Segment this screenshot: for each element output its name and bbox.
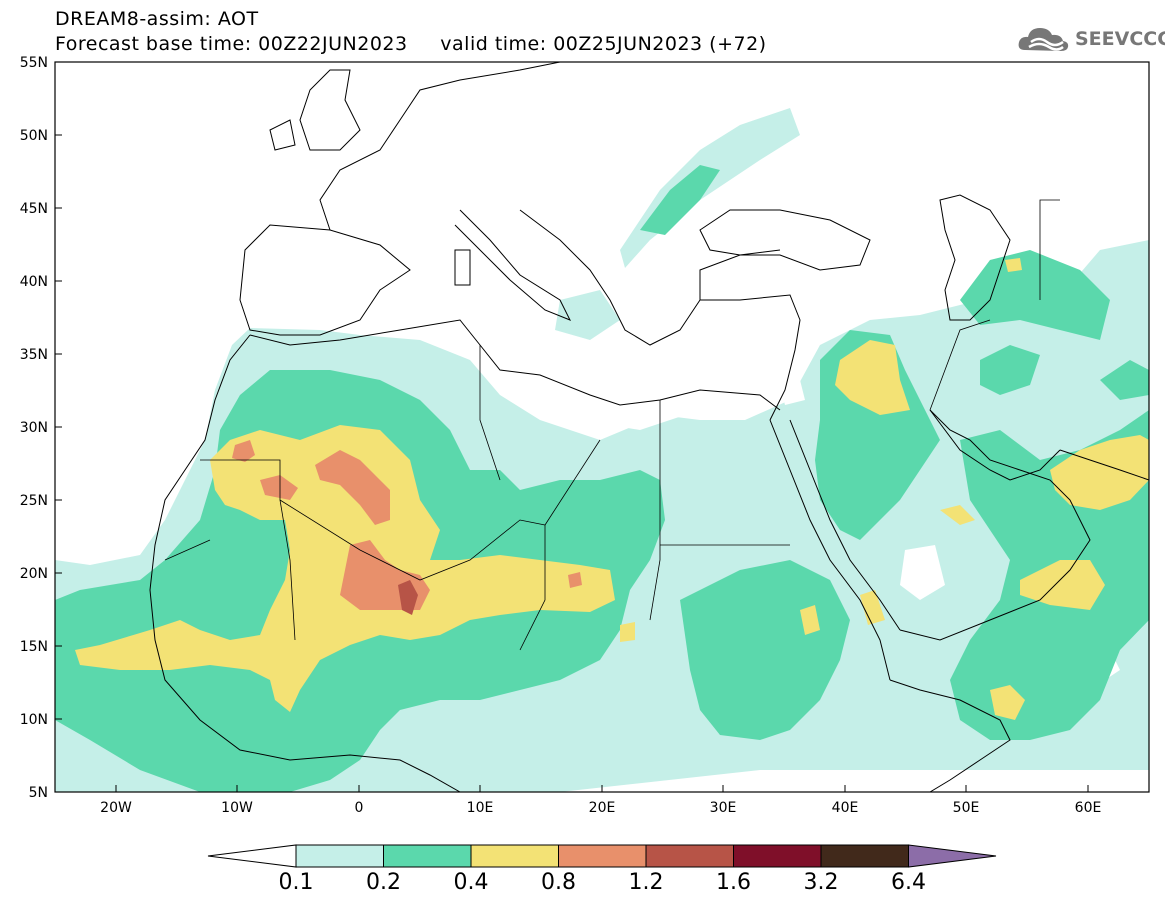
lat-tick-marks <box>55 61 62 793</box>
aot-band-0.4 <box>75 258 1149 720</box>
colorbar-swatch <box>733 844 822 868</box>
logo-text: SEEVCCC <box>1075 28 1165 50</box>
colorbar <box>207 844 997 868</box>
lat-label: 25N <box>20 493 48 509</box>
lon-labels: 20W 10W 0 10E 20E 30E 40E 50E 60E <box>100 800 1101 816</box>
lon-label: 60E <box>1075 800 1102 816</box>
lat-labels: 55N 50N 45N 40N 35N 30N 25N 20N 15N 10N … <box>20 55 48 801</box>
seevccc-logo: SEEVCCC <box>1017 22 1165 58</box>
colorbar-swatch <box>645 844 734 868</box>
colorbar-swatch <box>820 844 909 868</box>
colorbar-label: 1.2 <box>628 870 664 895</box>
lat-label: 40N <box>20 274 48 290</box>
lat-label: 5N <box>29 785 48 801</box>
colorbar-label: 1.6 <box>716 870 751 895</box>
lat-label: 45N <box>20 201 48 217</box>
colorbar-under-arrow <box>207 844 297 868</box>
colorbar-label: 0.1 <box>278 870 314 895</box>
lon-label: 0 <box>355 800 364 816</box>
lat-label: 15N <box>20 639 48 655</box>
colorbar-swatch <box>295 844 384 868</box>
lat-label: 35N <box>20 347 48 363</box>
lat-label: 30N <box>20 420 48 436</box>
country-borders <box>164 199 1060 651</box>
forecast-time-line: Forecast base time: 00Z22JUN2023 valid t… <box>55 33 767 55</box>
lon-label: 10E <box>467 800 494 816</box>
aot-band-1.2 <box>398 580 418 615</box>
colorbar-label: 6.4 <box>891 870 926 895</box>
aot-field <box>55 108 1149 792</box>
colorbar-label: 3.2 <box>803 870 839 895</box>
colorbar-label: 0.2 <box>366 870 401 895</box>
coastlines <box>149 62 1149 792</box>
lon-tick-marks <box>115 785 1089 792</box>
colorbar-label: 0.4 <box>453 870 489 895</box>
colorbar-swatch <box>470 844 559 868</box>
colorbar-swatch <box>383 844 472 868</box>
colorbar-swatch <box>558 844 647 868</box>
aot-band-0.8 <box>232 440 582 610</box>
lon-label: 40E <box>832 800 859 816</box>
colorbar-label: 0.8 <box>541 870 576 895</box>
lon-label: 20W <box>100 800 132 816</box>
lon-label: 10W <box>221 800 253 816</box>
colorbar-over-arrow <box>908 844 997 868</box>
lon-label: 20E <box>589 800 616 816</box>
cloud-icon <box>1018 28 1069 51</box>
lat-label: 20N <box>20 566 48 582</box>
lat-label: 10N <box>20 712 48 728</box>
lon-label: 50E <box>953 800 980 816</box>
lat-label: 55N <box>20 55 48 71</box>
lat-label: 50N <box>20 128 48 144</box>
map-title: DREAM8-assim: AOT <box>55 8 259 30</box>
lon-label: 30E <box>710 800 737 816</box>
